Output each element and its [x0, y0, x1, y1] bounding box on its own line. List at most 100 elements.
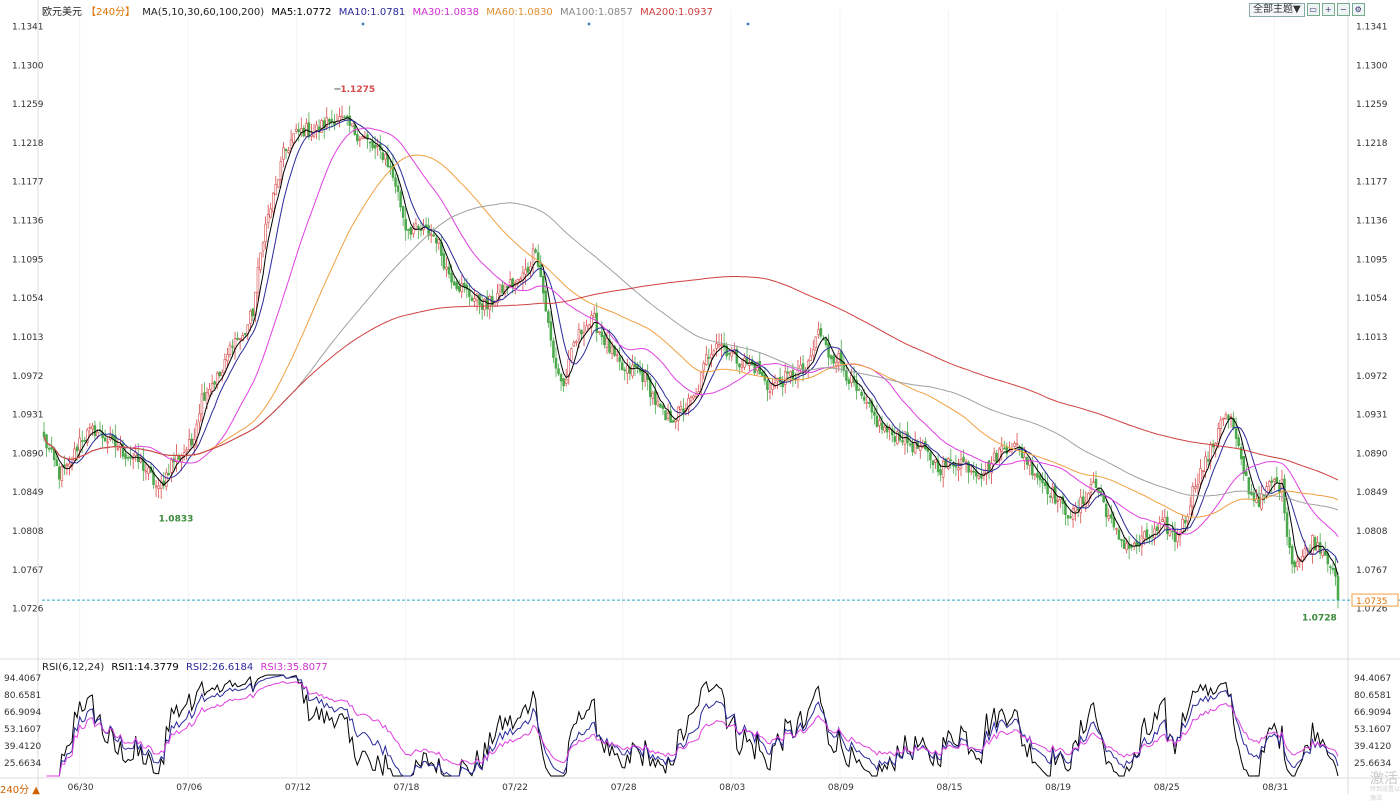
candle-body: [511, 278, 514, 288]
theme-button[interactable]: 全部主题▼: [1249, 3, 1305, 17]
candle-body: [618, 356, 621, 362]
candle-body: [1048, 495, 1052, 498]
candle-body: [1056, 500, 1060, 502]
candle-body: [1260, 493, 1263, 510]
candle-body: [656, 400, 660, 406]
settings-icon[interactable]: ⚙: [1351, 3, 1365, 16]
candle-body: [1028, 459, 1032, 466]
candle-body: [1247, 477, 1251, 495]
candle-body: [279, 161, 283, 180]
candle-body: [837, 353, 840, 363]
candle-body: [585, 325, 588, 332]
candle-body: [58, 466, 61, 480]
zoom-in-icon[interactable]: +: [1321, 3, 1335, 16]
candle-body: [447, 266, 451, 275]
ma-params[interactable]: MA(5,10,30,60,100,200): [142, 7, 265, 18]
rsi-line-rsi1: [46, 674, 1339, 777]
candle-body: [251, 308, 255, 317]
rsi-tick-left: 25.6634: [4, 759, 41, 769]
candle-body: [783, 371, 787, 386]
candle-body: [1186, 516, 1189, 522]
candle-body: [570, 348, 573, 361]
candle-body: [1005, 446, 1009, 454]
candle-body: [88, 426, 92, 429]
candle-body: [167, 472, 171, 475]
candle-body: [883, 426, 886, 432]
candle-body: [1201, 470, 1205, 472]
rsi-tick-left: 53.1607: [4, 725, 41, 735]
candle-body: [873, 411, 876, 416]
rsi-tick-right: 66.9094: [1354, 708, 1391, 718]
price-tick-left: 1.1259: [12, 100, 44, 110]
candle-body: [1311, 534, 1314, 554]
candle-body: [1074, 506, 1077, 512]
candle-body: [809, 355, 812, 361]
candle-body: [116, 448, 120, 451]
candle-body: [664, 410, 667, 421]
candle-body: [147, 467, 150, 474]
candle-body: [1273, 478, 1276, 482]
price-tick-left: 1.0726: [12, 605, 44, 615]
candle-body: [437, 239, 441, 244]
rsi-tick-right: 80.6581: [1354, 691, 1391, 701]
candle-body: [1227, 415, 1230, 420]
candle-body: [559, 373, 563, 382]
candle-body: [269, 208, 272, 218]
candle-body: [631, 364, 634, 377]
candle-body: [1140, 535, 1144, 547]
candle-body: [1288, 537, 1291, 548]
candle-body: [1120, 538, 1123, 541]
window-icon[interactable]: ▭: [1306, 3, 1320, 16]
rsi-line-rsi3: [46, 681, 1339, 777]
candle-body: [284, 148, 288, 151]
price-tick-right: 1.1300: [1356, 61, 1388, 71]
candle-body: [348, 115, 351, 126]
candle-body: [705, 354, 708, 365]
candle-body: [106, 441, 109, 444]
activation-watermark: 激活: [1370, 771, 1398, 787]
candle-body: [641, 370, 644, 382]
period-selector[interactable]: 240分 ▲: [0, 785, 40, 796]
candle-body: [1321, 549, 1324, 556]
zoom-out-icon[interactable]: −: [1336, 3, 1350, 16]
candle-body: [727, 353, 731, 355]
candle-body: [947, 458, 950, 469]
candle-body: [715, 343, 718, 349]
candle-body: [399, 191, 402, 208]
current-price-label: 1.0735: [1356, 597, 1388, 607]
chart-header: 欧元美元 【240分】 MA(5,10,30,60,100,200) MA5:1.…: [42, 3, 717, 18]
candle-body: [773, 382, 777, 387]
candle-body: [366, 134, 369, 140]
candle-body: [1237, 437, 1240, 447]
candle-body: [911, 443, 914, 453]
date-tick: 08/03: [719, 783, 745, 793]
candle-body: [789, 371, 792, 377]
candle-body: [934, 459, 937, 463]
candle-body: [1245, 471, 1248, 477]
candle-body: [857, 389, 861, 391]
candle-body: [969, 470, 973, 473]
price-tick-left: 1.0808: [12, 527, 44, 537]
candle-body: [358, 138, 362, 141]
candle-body: [124, 453, 127, 459]
candle-body: [435, 237, 438, 244]
candle-body: [65, 463, 69, 467]
candle-body: [412, 228, 415, 234]
candle-body: [575, 340, 578, 343]
candle-body: [1181, 518, 1184, 534]
ma10-value: MA10:1.0781: [338, 7, 406, 18]
candle-body: [1087, 493, 1090, 504]
candle-body: [1267, 481, 1271, 487]
candle-body: [1110, 514, 1113, 519]
candle-body: [868, 402, 871, 404]
candle-body: [455, 282, 458, 290]
candle-body: [238, 337, 242, 340]
candle-body: [129, 456, 132, 459]
candle-body: [654, 390, 657, 405]
date-tick: 08/31: [1262, 783, 1288, 793]
candle-body: [187, 439, 191, 450]
candle-body: [748, 362, 751, 366]
candle-body: [50, 446, 53, 450]
candle-body: [1336, 576, 1340, 601]
candle-body: [600, 331, 604, 338]
